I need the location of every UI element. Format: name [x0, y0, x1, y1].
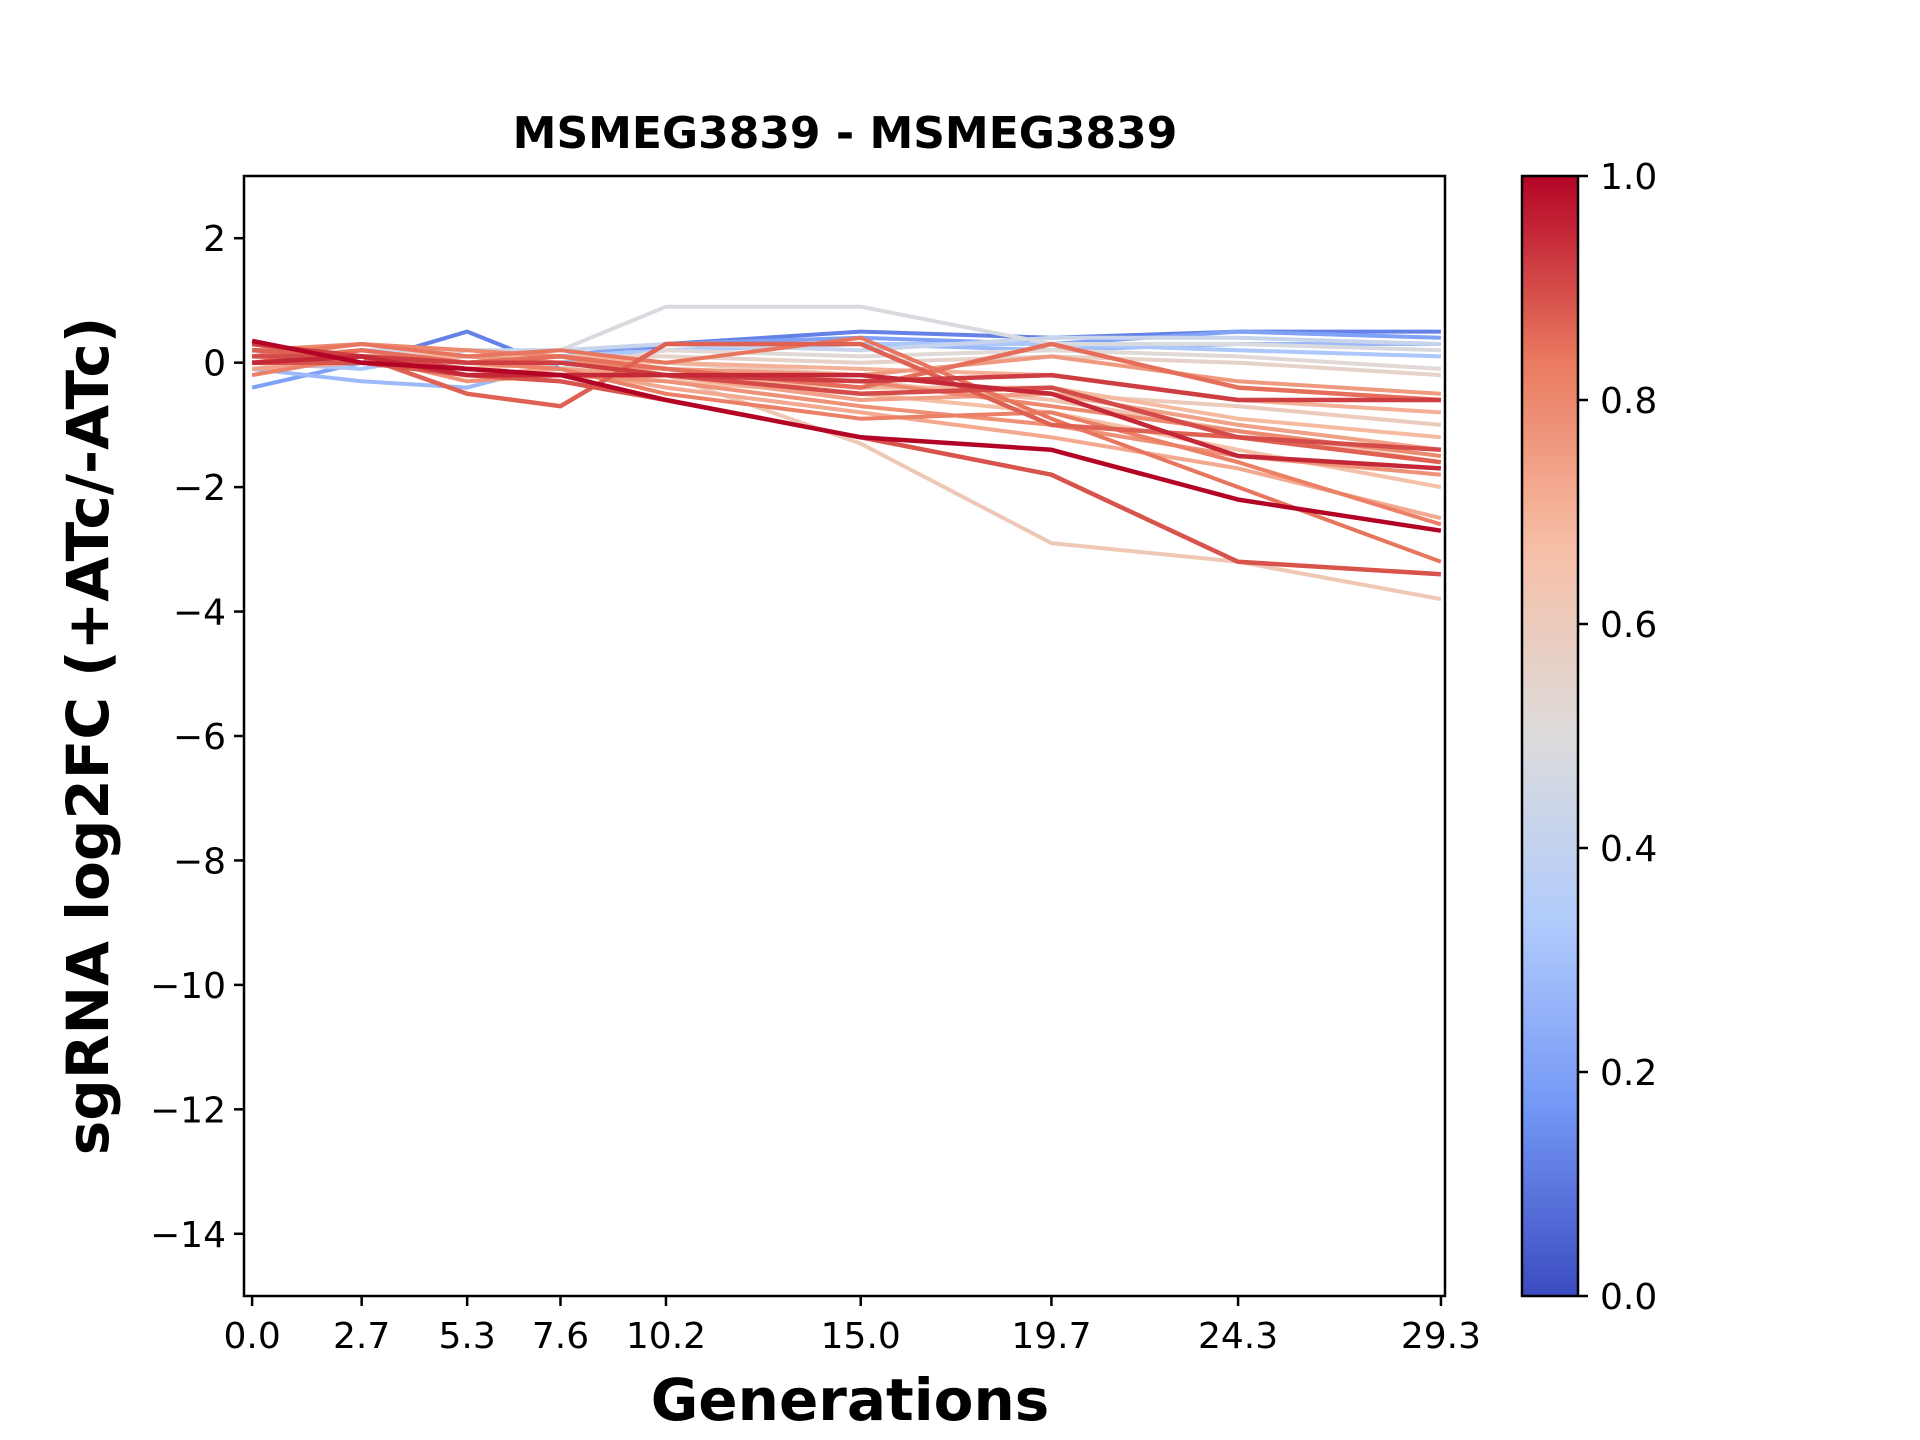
- x-tick-label: 0.0: [223, 1316, 280, 1357]
- y-axis-label: sgRNA log2FC (+ATc/-ATc): [54, 317, 122, 1155]
- x-axis: 0.0 2.7 5.3 7.6 10.2 15.0 19.7 24.3 29.3: [223, 1296, 1481, 1357]
- y-tick-label: −12: [150, 1090, 226, 1131]
- colorbar: [1520, 174, 1580, 1298]
- series-line: [251, 338, 1442, 533]
- y-tick-label: −2: [173, 468, 226, 509]
- x-tick-label: 15.0: [821, 1316, 901, 1357]
- x-tick-label: 5.3: [439, 1316, 496, 1357]
- series-line: [251, 341, 1442, 403]
- y-tick-label: −4: [173, 593, 226, 634]
- colorbar-tick-label: 0.4: [1600, 829, 1657, 870]
- x-tick-label: 7.6: [532, 1316, 589, 1357]
- colorbar-tick-label: 0.2: [1600, 1053, 1657, 1094]
- series-line: [251, 335, 1442, 564]
- y-tick-label: 2: [203, 219, 226, 260]
- x-tick-label: 10.2: [626, 1316, 706, 1357]
- y-tick-label: −10: [150, 966, 226, 1007]
- y-tick-label: −14: [150, 1215, 226, 1256]
- chart-title: MSMEG3839 - MSMEG3839: [513, 108, 1178, 159]
- y-axis: 2 0 −2 −4 −6 −8 −10 −12 −14: [150, 219, 244, 1256]
- y-tick-label: −6: [173, 717, 226, 758]
- series-layer: [251, 304, 1442, 602]
- y-tick-label: −8: [173, 841, 226, 882]
- x-axis-label: Generations: [651, 1366, 1050, 1434]
- y-tick-label: 0: [203, 344, 226, 385]
- colorbar-tick-label: 0.8: [1600, 381, 1657, 422]
- x-tick-label: 29.3: [1401, 1316, 1481, 1357]
- colorbar-tick-label: 0.6: [1600, 605, 1657, 646]
- x-tick-label: 19.7: [1011, 1316, 1091, 1357]
- x-tick-label: 2.7: [333, 1316, 390, 1357]
- colorbar-axis: 0.0 0.2 0.4 0.6 0.8 1.0: [1578, 157, 1657, 1318]
- colorbar-tick-label: 1.0: [1600, 157, 1657, 198]
- x-tick-label: 24.3: [1198, 1316, 1278, 1357]
- colorbar-tick-label: 0.0: [1600, 1277, 1657, 1318]
